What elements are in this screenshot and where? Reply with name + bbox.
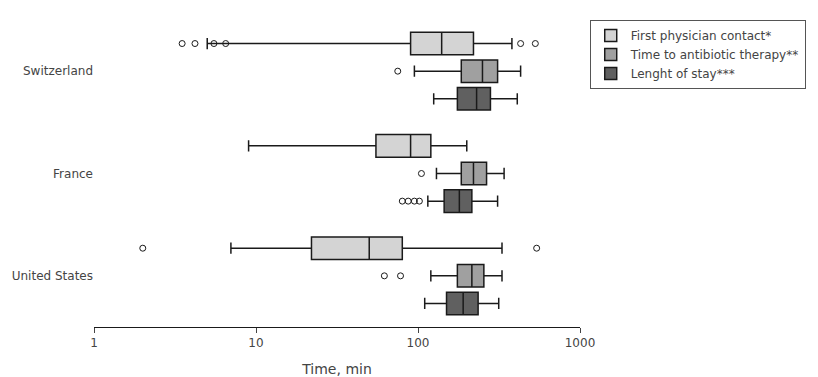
svg-text:First physician contact*: First physician contact* [631,29,772,43]
svg-text:10: 10 [248,336,263,350]
svg-text:Switzerland: Switzerland [23,64,93,78]
svg-text:100: 100 [407,336,430,350]
svg-text:Lenght of stay***: Lenght of stay*** [631,67,735,81]
svg-text:1: 1 [90,336,98,350]
svg-text:Time to antibiotic therapy**: Time to antibiotic therapy** [630,48,798,62]
svg-text:1000: 1000 [565,336,596,350]
svg-text:United States: United States [12,269,93,283]
svg-text:France: France [53,167,93,181]
svg-text:Time, min: Time, min [301,361,372,377]
